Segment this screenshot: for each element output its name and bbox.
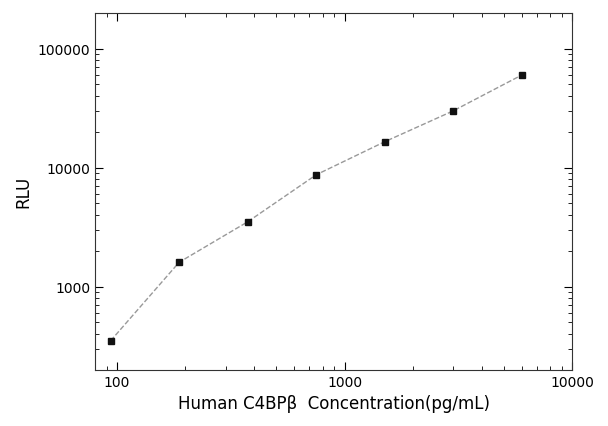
Y-axis label: RLU: RLU: [14, 176, 32, 208]
X-axis label: Human C4BPβ  Concentration(pg/mL): Human C4BPβ Concentration(pg/mL): [178, 394, 489, 412]
